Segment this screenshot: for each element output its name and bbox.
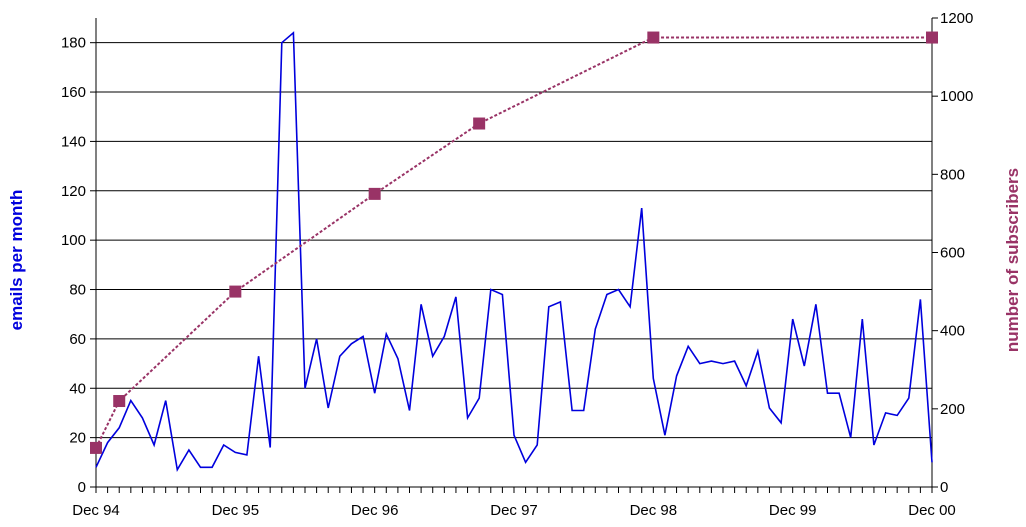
left-tick-label: 180 <box>61 35 86 52</box>
subscribers-marker <box>368 187 381 200</box>
left-tick-label: 20 <box>69 430 86 447</box>
subscribers-marker <box>647 31 660 44</box>
right-tick-label: 400 <box>940 323 965 340</box>
left-tick-label: 160 <box>61 84 86 101</box>
subscribers-marker <box>473 117 486 130</box>
right-tick-label: 800 <box>940 166 965 183</box>
x-tick-label: Dec 98 <box>630 502 678 519</box>
right-tick-label: 1000 <box>940 88 973 105</box>
right-tick-label: 200 <box>940 401 965 418</box>
left-tick-label: 100 <box>61 232 86 249</box>
right-axis-title: number of subscribers <box>1003 168 1022 352</box>
x-tick-label: Dec 95 <box>212 502 260 519</box>
right-tick-label: 600 <box>940 245 965 262</box>
x-axis: Dec 94 Dec 95 Dec 96 Dec 97 Dec 98 Dec 99 Dec … <box>72 486 956 519</box>
left-tick-label: 0 <box>78 479 86 496</box>
series-emails <box>95 31 933 472</box>
x-tick-label: Dec 94 <box>72 502 120 519</box>
subscribers-marker <box>113 395 126 408</box>
emails-line <box>95 31 933 472</box>
left-tick-label: 80 <box>69 282 86 299</box>
right-axis: 0 200 400 600 800 1000 1200 <box>931 10 973 496</box>
x-tick-label: Dec 00 <box>908 502 956 519</box>
subscribers-marker <box>926 31 938 44</box>
subscribers-line <box>95 36 932 449</box>
series-subscribers <box>90 31 938 454</box>
x-tick-label: Dec 97 <box>490 502 538 519</box>
right-tick-label: 0 <box>940 479 948 496</box>
left-axis-title: emails per month <box>7 190 26 331</box>
gridlines <box>96 42 932 439</box>
subscribers-marker <box>229 285 242 298</box>
subscribers-marker <box>90 441 102 454</box>
left-tick-label: 40 <box>69 380 86 397</box>
right-tick-label: 1200 <box>940 10 973 27</box>
x-tick-label: Dec 96 <box>351 502 399 519</box>
left-axis: 0 20 40 60 80 100 120 140 160 180 <box>61 18 97 496</box>
left-tick-label: 140 <box>61 133 86 150</box>
left-tick-label: 120 <box>61 183 86 200</box>
x-tick-label: Dec 99 <box>769 502 817 519</box>
left-tick-label: 60 <box>69 331 86 348</box>
